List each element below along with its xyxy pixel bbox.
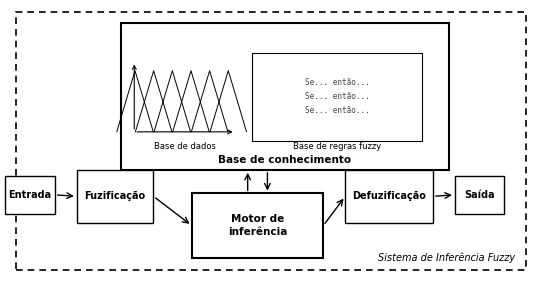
Text: Defuzificação: Defuzificação xyxy=(352,191,426,201)
Bar xyxy=(5,176,55,214)
Text: Entrada: Entrada xyxy=(9,190,52,200)
Bar xyxy=(192,193,323,258)
Text: Se... então...
Se... então...
Se... então...: Se... então... Se... então... Se... entã… xyxy=(305,78,369,115)
Text: Sistema de Inferência Fuzzy: Sistema de Inferência Fuzzy xyxy=(378,253,515,263)
Text: Fuzificação: Fuzificação xyxy=(84,191,146,201)
Text: Base de conhecimento: Base de conhecimento xyxy=(219,155,351,165)
Bar xyxy=(455,176,504,214)
Bar xyxy=(252,53,422,141)
Text: Base de regras fuzzy: Base de regras fuzzy xyxy=(293,142,381,151)
Bar xyxy=(121,23,449,170)
Text: Base de dados: Base de dados xyxy=(154,142,216,151)
Bar xyxy=(77,170,153,223)
Text: Saída: Saída xyxy=(464,190,495,200)
Bar xyxy=(345,170,433,223)
Text: Motor de
inferência: Motor de inferência xyxy=(228,214,287,237)
Bar xyxy=(16,12,526,270)
